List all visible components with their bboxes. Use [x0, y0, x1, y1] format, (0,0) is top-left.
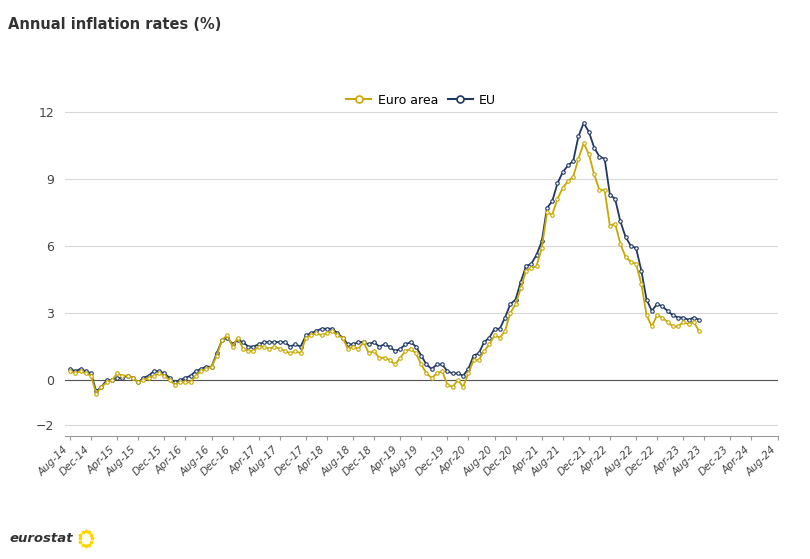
EU — [694, 316, 704, 323]
Euro area — [217, 337, 227, 343]
Euro area — [338, 334, 347, 341]
Euro area — [463, 370, 473, 377]
Legend: Euro area, EU: Euro area, EU — [341, 89, 501, 112]
EU — [92, 388, 101, 395]
Text: Annual inflation rates (%): Annual inflation rates (%) — [8, 17, 221, 32]
Euro area — [694, 328, 704, 334]
Euro area — [663, 319, 672, 325]
EU — [217, 337, 227, 343]
EU — [579, 120, 589, 126]
Line: EU: EU — [68, 121, 701, 393]
EU — [338, 334, 347, 341]
EU — [134, 379, 143, 386]
Euro area — [65, 368, 75, 375]
EU — [65, 366, 75, 372]
Euro area — [579, 140, 589, 146]
Euro area — [92, 390, 101, 397]
Text: eurostat: eurostat — [10, 532, 74, 545]
Euro area — [495, 334, 505, 341]
EU — [663, 307, 672, 314]
EU — [463, 366, 473, 372]
Euro area — [134, 379, 143, 386]
Line: Euro area: Euro area — [68, 141, 701, 395]
EU — [495, 325, 505, 332]
